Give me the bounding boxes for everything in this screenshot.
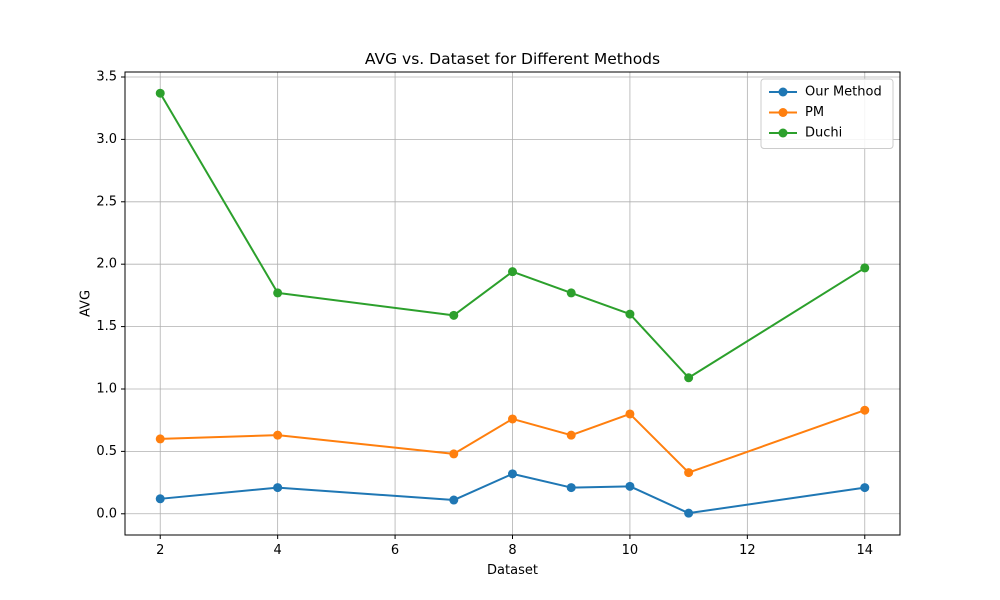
legend-label: Duchi: [805, 126, 842, 141]
y-tick-label: 3.5: [96, 69, 117, 84]
axis-ticks: 2 4 6 8 10 12 14 0.0 0.5 1.0 1.5 2.0 2.5 3.0 3.5: [96, 69, 873, 558]
data-point-1: [566, 430, 576, 440]
data-point-0: [684, 508, 694, 518]
data-point-0: [860, 483, 870, 493]
x-tick-label: 10: [622, 543, 639, 558]
data-point-1: [860, 405, 870, 415]
x-tick-label: 6: [391, 543, 399, 558]
y-tick-label: 0.5: [96, 444, 117, 459]
y-tick-label: 2.5: [96, 194, 117, 209]
data-point-2: [273, 288, 283, 298]
y-tick-label: 0.0: [96, 506, 117, 521]
x-axis-label: Dataset: [487, 563, 538, 578]
data-point-2: [508, 267, 517, 277]
x-tick-label: 8: [508, 543, 516, 558]
legend: Our Method PM Duchi: [760, 78, 894, 149]
data-point-0: [566, 483, 576, 493]
data-point-1: [625, 409, 635, 419]
y-axis-label: AVG: [79, 290, 94, 317]
data-point-1: [508, 414, 517, 424]
data-point-2: [625, 309, 635, 319]
x-tick-label: 14: [856, 543, 873, 558]
y-tick-label: 2.0: [96, 257, 117, 272]
y-tick-label: 3.0: [96, 132, 117, 147]
data-point-1: [155, 434, 165, 444]
data-point-0: [508, 469, 517, 479]
data-point-2: [566, 288, 576, 298]
legend-marker: [778, 87, 788, 97]
data-point-2: [684, 373, 694, 383]
data-point-1: [449, 449, 459, 459]
data-point-2: [860, 263, 870, 273]
series-line-0: [160, 472, 865, 515]
data-point-0: [273, 483, 283, 493]
series-layer: [155, 88, 870, 518]
data-point-1: [684, 468, 694, 478]
series-line-2: [159, 92, 866, 379]
data-point-2: [449, 310, 459, 320]
data-point-0: [449, 495, 459, 505]
legend-box: [760, 78, 894, 149]
data-point-2: [155, 88, 165, 98]
legend-label: Our Method: [805, 85, 882, 100]
series-line-1: [160, 409, 866, 474]
data-point-1: [273, 430, 283, 440]
data-point-0: [625, 481, 635, 491]
legend-marker: [778, 128, 788, 138]
x-tick-label: 4: [274, 543, 282, 558]
data-point-0: [155, 494, 165, 504]
x-tick-label: 2: [156, 543, 164, 558]
y-tick-label: 1.5: [96, 319, 117, 334]
legend-label: PM: [805, 105, 824, 120]
x-tick-label: 12: [739, 543, 756, 558]
chart-title: AVG vs. Dataset for Different Methods: [365, 50, 660, 68]
legend-marker: [778, 108, 788, 117]
y-tick-label: 1.0: [96, 381, 117, 396]
